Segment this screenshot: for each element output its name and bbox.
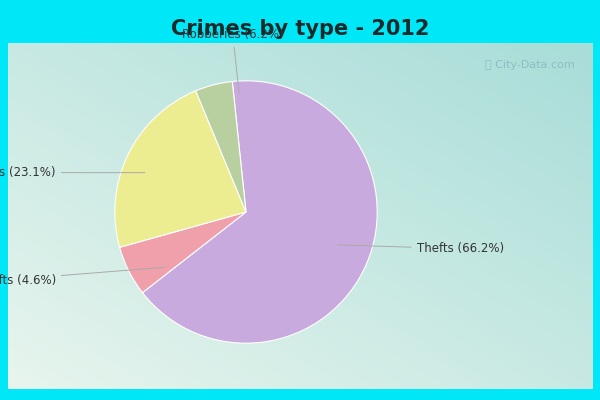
Text: Robberies (6.2%): Robberies (6.2%) (182, 28, 284, 94)
Wedge shape (196, 82, 246, 212)
Wedge shape (115, 91, 246, 247)
Text: Auto thefts (4.6%): Auto thefts (4.6%) (0, 267, 164, 287)
Text: Burglaries (23.1%): Burglaries (23.1%) (0, 166, 145, 179)
Wedge shape (119, 212, 246, 293)
Text: ⓘ City-Data.com: ⓘ City-Data.com (485, 60, 575, 70)
Wedge shape (142, 81, 377, 343)
Text: Crimes by type - 2012: Crimes by type - 2012 (171, 18, 429, 38)
Text: Thefts (66.2%): Thefts (66.2%) (338, 242, 503, 255)
